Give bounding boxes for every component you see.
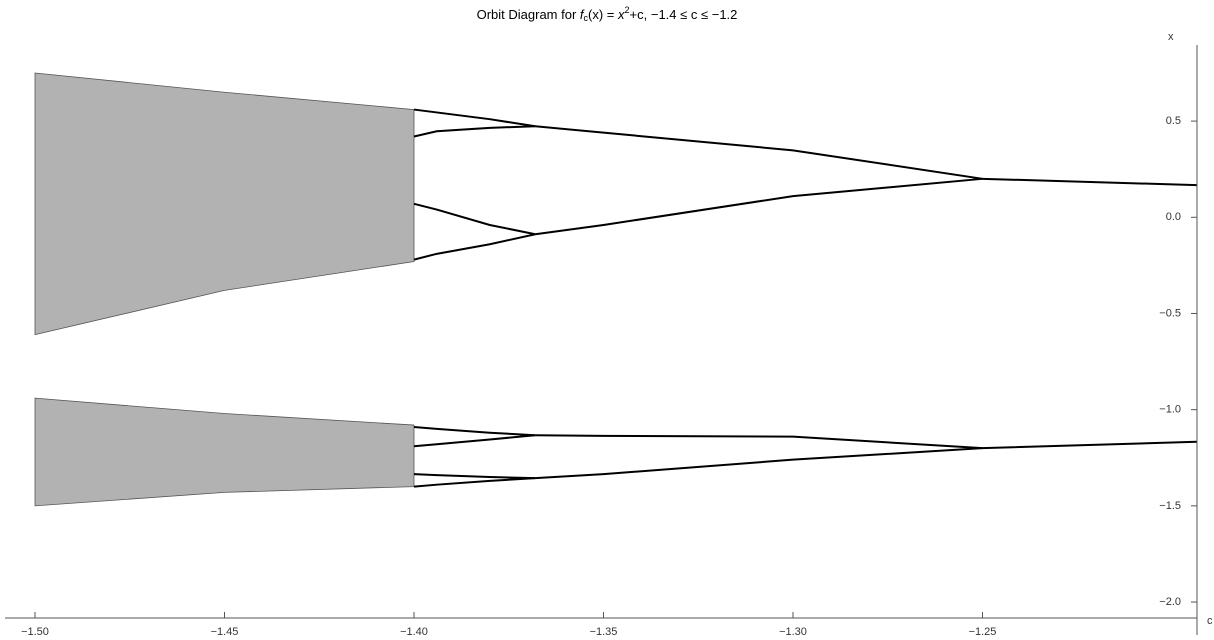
y-tick-label: 0.0 — [1166, 211, 1181, 223]
chaotic-band — [34, 72, 415, 336]
title-part: Orbit Diagram for — [477, 7, 580, 22]
title-part: (x) = — [588, 7, 618, 22]
orbit-branch — [982, 177, 1198, 187]
title-part: f — [580, 7, 585, 22]
y-tick-label: −2.0 — [1159, 596, 1181, 608]
orbit-branch — [535, 434, 983, 450]
orbit-branch — [535, 125, 983, 180]
orbit-branch — [413, 473, 536, 480]
orbit-branch — [413, 125, 536, 138]
x-tick-label: −1.40 — [400, 626, 428, 638]
orbit-branch — [413, 202, 536, 236]
orbit-branch — [413, 434, 536, 448]
chaotic-band — [34, 397, 415, 507]
title-superscript: 2 — [625, 5, 630, 15]
orbit-branch — [982, 440, 1198, 450]
y-tick-label: 0.5 — [1166, 115, 1181, 127]
x-axis-label: c — [1207, 615, 1213, 627]
chart-title: Orbit Diagram for fc(x) = x2+c, −1.4 ≤ c… — [477, 5, 738, 23]
title-part: +c, −1.4 ≤ c ≤ −1.2 — [630, 7, 738, 22]
x-tick-label: −1.35 — [590, 626, 618, 638]
y-tick-label: −0.5 — [1159, 307, 1181, 319]
orbit-branch — [535, 447, 983, 480]
orbit-branch — [413, 108, 536, 128]
x-tick-label: −1.50 — [21, 626, 49, 638]
x-tick-label: −1.45 — [211, 626, 239, 638]
orbit-branch — [413, 425, 536, 437]
y-tick-label: −1.0 — [1159, 404, 1181, 416]
title-part: x — [617, 7, 625, 22]
x-tick-label: −1.30 — [779, 626, 807, 638]
y-axis-label: x — [1168, 31, 1174, 43]
orbit-branch — [413, 233, 536, 261]
orbit-branch — [413, 477, 536, 488]
y-tick-label: −1.5 — [1159, 500, 1181, 512]
x-tick-label: −1.25 — [969, 626, 997, 638]
orbit-branch — [535, 177, 983, 236]
title-subscript: c — [584, 13, 589, 23]
